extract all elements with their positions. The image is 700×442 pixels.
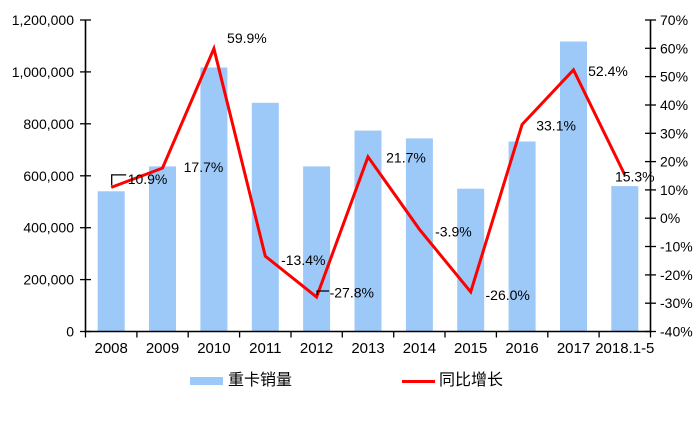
point-label-2012: -27.8%: [330, 285, 374, 301]
left-axis-label: 800,000: [23, 116, 74, 132]
left-axis-label: 200,000: [23, 272, 74, 288]
right-axis-label: 70%: [660, 12, 688, 28]
x-axis-label-2016: 2016: [505, 340, 538, 357]
bar-2013: [354, 130, 382, 332]
right-axis-label: 0%: [660, 210, 680, 226]
bar-2010: [200, 67, 228, 332]
right-axis-label: 10%: [660, 182, 688, 198]
point-label-2015: -26.0%: [486, 287, 530, 303]
axis-labels-layer: 1,200,000 1,000,000 800,000 600,000 400,000 2…: [12, 12, 693, 357]
growth-line-layer: [110, 43, 627, 300]
bar-series-swatch: [190, 377, 223, 385]
left-axis-label: 600,000: [23, 168, 74, 184]
left-axis-label: 0: [66, 324, 74, 340]
legend-label-sales: 重卡销量: [228, 372, 293, 389]
x-axis-label-2014: 2014: [403, 340, 436, 357]
right-axis-label: 60%: [660, 40, 688, 56]
point-label-2008: 10.9%: [128, 171, 168, 187]
left-axis-label: 400,000: [23, 220, 74, 236]
line-series-swatch: [402, 379, 435, 383]
point-label-2010: 59.9%: [227, 30, 267, 46]
x-axis-label-2011: 2011: [249, 340, 281, 357]
point-label-2011: -13.4%: [281, 252, 325, 268]
point-label-2018.1-5: 15.3%: [615, 168, 655, 184]
left-axis-label: 1,000,000: [12, 64, 74, 80]
point-label-2014: -3.9%: [435, 223, 472, 239]
axes-layer: [80, 19, 656, 338]
x-axis-label-2008: 2008: [95, 340, 128, 357]
right-axis-label: -10%: [660, 239, 693, 255]
bar-2009: [149, 166, 176, 332]
label-callout-2008: [111, 174, 127, 186]
label-callout-2012: [316, 290, 330, 295]
x-axis-label-2010: 2010: [197, 340, 230, 357]
point-label-2009: 17.7%: [184, 159, 224, 175]
right-axis-label: 50%: [660, 69, 688, 85]
left-axis-label: 1,200,000: [12, 12, 74, 28]
legend-item-growth: 同比增长: [402, 372, 503, 390]
x-axis-label-2013: 2013: [351, 340, 384, 357]
x-axis-label-2015: 2015: [454, 340, 487, 357]
right-axis-label: 40%: [660, 97, 688, 113]
x-axis-label-2017: 2017: [557, 340, 590, 357]
point-label-2013: 21.7%: [386, 149, 426, 165]
bar-2017: [560, 41, 587, 332]
x-axis-label-2012: 2012: [300, 340, 333, 357]
point-label-2016: 33.1%: [536, 118, 576, 134]
bars-layer: [97, 41, 639, 332]
bar-2018.1-5: [611, 186, 639, 332]
point-label-2017: 52.4%: [588, 63, 628, 79]
legend-item-sales: 重卡销量: [190, 372, 292, 390]
x-axis-label-2009: 2009: [146, 340, 179, 357]
legend-label-growth: 同比增长: [439, 372, 504, 389]
right-axis-label: 20%: [660, 154, 688, 170]
label-callouts-layer: [111, 174, 330, 295]
bar-2016: [508, 141, 536, 332]
growth-line: [110, 43, 627, 300]
bar-2008: [97, 191, 125, 332]
right-axis-label: -40%: [660, 324, 693, 340]
right-axis-label: 30%: [660, 125, 688, 141]
right-axis-label: -30%: [660, 295, 693, 311]
bar-2012: [303, 166, 331, 332]
right-axis-label: -20%: [660, 267, 693, 283]
x-axis-label-2018.1-5: 2018.1-5: [595, 340, 654, 357]
data-labels-layer: 10.9% 17.7% 59.9% -13.4% -27.8% 21.7% -3.9% -26…: [128, 30, 655, 303]
bar-2014: [405, 138, 433, 332]
